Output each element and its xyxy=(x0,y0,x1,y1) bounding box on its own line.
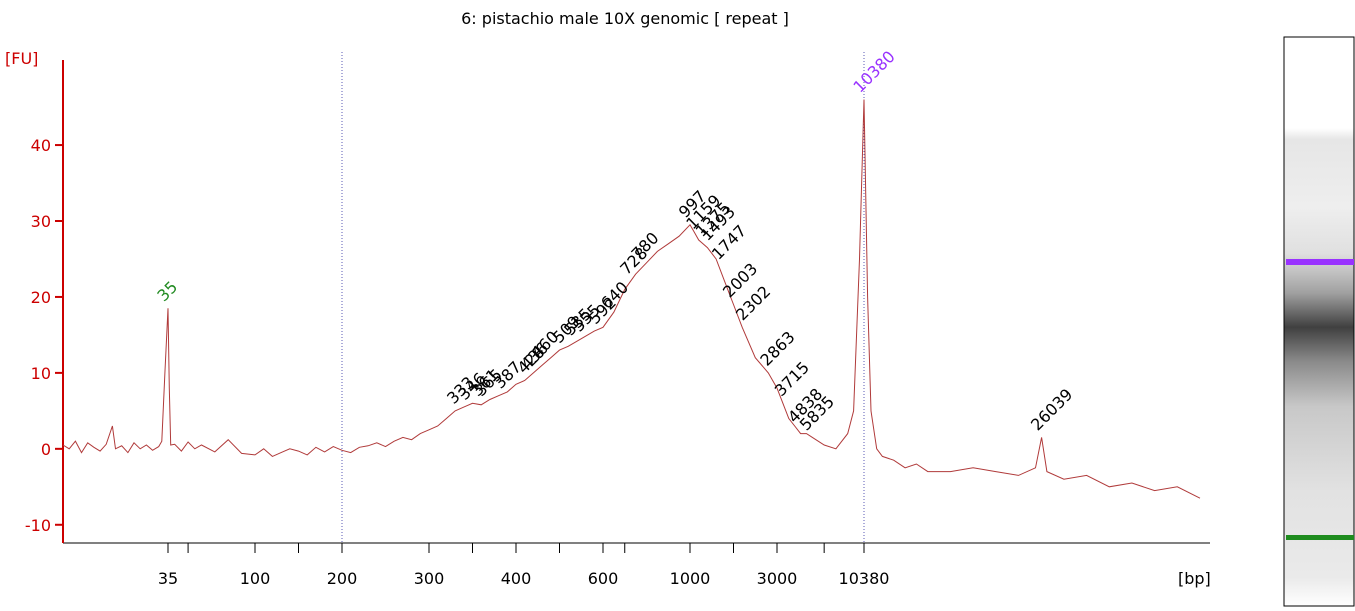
x-tick-label: 300 xyxy=(414,569,445,588)
x-axis-label: [bp] xyxy=(1178,569,1211,588)
x-tick-label: 35 xyxy=(158,569,178,588)
peak-label: 10380 xyxy=(849,47,898,96)
x-tick-label: 100 xyxy=(240,569,271,588)
y-tick-label: 10 xyxy=(31,364,51,383)
peak-label: 26039 xyxy=(1027,385,1076,434)
gel-lower-marker xyxy=(1286,535,1354,540)
y-tick-label: 0 xyxy=(41,440,51,459)
peak-label: 2863 xyxy=(756,327,798,369)
y-tick-label: 30 xyxy=(31,212,51,231)
y-tick-label: -10 xyxy=(25,516,51,535)
y-tick-label: 20 xyxy=(31,288,51,307)
x-tick-label: 200 xyxy=(327,569,358,588)
y-tick-label: 40 xyxy=(31,136,51,155)
x-tick-label: 400 xyxy=(501,569,532,588)
y-axis-label: [FU] xyxy=(5,49,38,68)
gel-lane xyxy=(1283,36,1355,607)
chart-title: 6: pistachio male 10X genomic [ repeat ] xyxy=(461,9,789,28)
x-tick-label: 600 xyxy=(588,569,619,588)
x-tick-label: 3000 xyxy=(757,569,798,588)
peak-label: 35 xyxy=(153,277,181,305)
gel-upper-marker xyxy=(1286,259,1354,265)
x-tick-label: 1000 xyxy=(670,569,711,588)
trace xyxy=(62,99,1201,499)
x-tick-label: 10380 xyxy=(839,569,890,588)
